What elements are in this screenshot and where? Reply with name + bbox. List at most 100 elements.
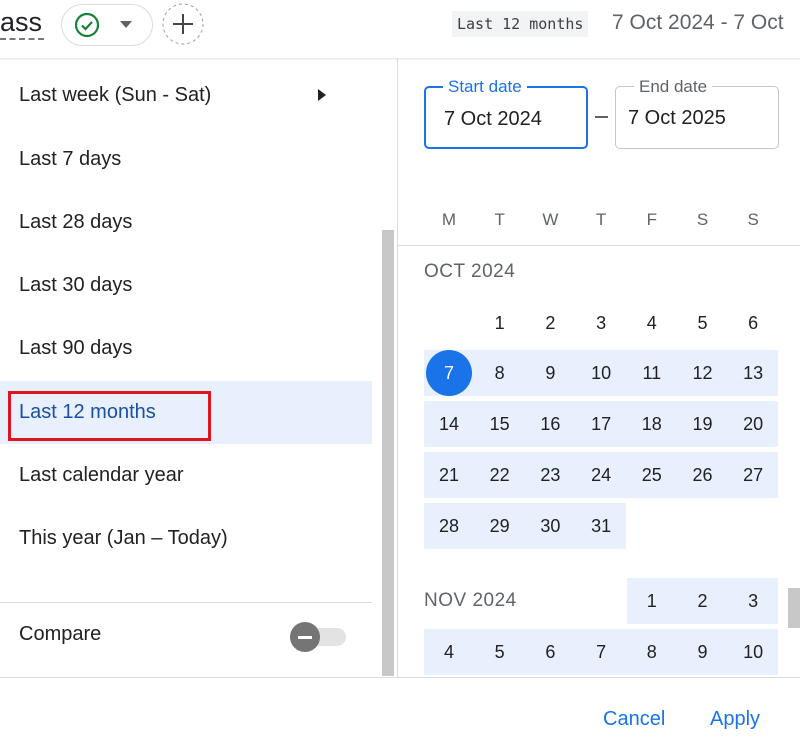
- weekday-label: W: [542, 210, 559, 229]
- report-title: ass: [0, 6, 45, 40]
- day-cell[interactable]: 24: [591, 464, 612, 485]
- month-label: OCT 2024: [424, 261, 516, 282]
- preset-chip: Last 12 months: [452, 11, 589, 37]
- range-band: [626, 578, 779, 625]
- compare-label: Compare: [19, 623, 102, 645]
- highlight-box: [8, 390, 211, 441]
- toggle-knob: [290, 622, 320, 652]
- preset-item[interactable]: Last 12 months: [0, 380, 372, 444]
- preset-label: Last 12 months: [19, 400, 156, 423]
- day-cell[interactable]: 27: [743, 464, 764, 485]
- check-icon: [74, 12, 100, 38]
- day-cell[interactable]: 28: [438, 515, 460, 536]
- preset-item[interactable]: Last 7 days: [0, 128, 372, 191]
- range-band: [424, 628, 779, 675]
- apply-button[interactable]: Apply: [710, 708, 761, 730]
- end-date-value: 7 Oct 2025: [628, 107, 726, 129]
- day-cell[interactable]: 30: [540, 515, 561, 536]
- day-cell[interactable]: 17: [591, 414, 612, 435]
- day-cell[interactable]: 19: [692, 414, 713, 435]
- day-cell[interactable]: 13: [743, 363, 764, 384]
- day-cell[interactable]: 8: [494, 363, 505, 384]
- preset-label: Last 90 days: [19, 337, 133, 360]
- scrollbar-thumb[interactable]: [382, 230, 394, 676]
- day-cell[interactable]: 10: [591, 363, 612, 384]
- month-label: NOV 2024: [424, 590, 517, 612]
- day-cell[interactable]: 7: [596, 641, 607, 662]
- preset-item[interactable]: Last 28 days: [0, 191, 372, 254]
- scrollbar-thumb[interactable]: [788, 588, 800, 628]
- day-cell[interactable]: 15: [489, 414, 510, 435]
- preset-label: This year (Jan – Today): [19, 527, 228, 549]
- day-cell[interactable]: 9: [545, 363, 556, 384]
- range-band: [424, 401, 779, 448]
- preset-label: Last 28 days: [19, 210, 133, 233]
- preset-list: This week (Sun - Today)Last week (Sun - …: [0, 0, 372, 602]
- day-cell[interactable]: 3: [596, 312, 607, 333]
- day-cell[interactable]: 9: [697, 641, 708, 662]
- day-cell[interactable]: 31: [591, 515, 612, 536]
- divider: [0, 677, 800, 678]
- range-dash: [595, 116, 608, 118]
- day-cell[interactable]: 12: [692, 363, 713, 384]
- toggle-icon: [298, 636, 312, 639]
- top-bar: ass Last 12 months 7 Oct 2024 - 7 Oct: [0, 0, 800, 58]
- day-cell[interactable]: 6: [545, 641, 556, 662]
- day-cell[interactable]: 1: [646, 591, 657, 612]
- divider: [0, 602, 372, 603]
- cancel-button[interactable]: Cancel: [603, 708, 666, 730]
- day-cell[interactable]: 6: [748, 312, 759, 333]
- selected-day-circle: [426, 350, 472, 397]
- divider: [397, 58, 398, 678]
- day-cell[interactable]: 2: [697, 591, 708, 612]
- preset-label: Last 30 days: [19, 274, 133, 296]
- day-cell[interactable]: 26: [692, 464, 713, 485]
- range-band: [424, 502, 627, 549]
- day-cell[interactable]: 25: [641, 464, 662, 485]
- weekday-label: T: [494, 210, 505, 229]
- day-cell[interactable]: 1: [494, 312, 505, 333]
- day-cell[interactable]: 23: [540, 464, 561, 485]
- compare-toggle[interactable]: [290, 622, 346, 652]
- day-cell[interactable]: 5: [697, 312, 708, 333]
- weekday-label: M: [441, 210, 457, 229]
- day-cell[interactable]: 18: [641, 414, 662, 435]
- preset-item[interactable]: Last 30 days: [0, 254, 372, 317]
- day-cell[interactable]: 20: [743, 414, 764, 435]
- day-cell[interactable]: 29: [489, 515, 510, 536]
- day-cell[interactable]: 16: [540, 414, 561, 435]
- start-date-value: 7 Oct 2024: [444, 108, 542, 130]
- range-band: [424, 451, 779, 498]
- day-cell[interactable]: 3: [748, 591, 759, 612]
- day-cell[interactable]: 7: [443, 363, 454, 384]
- day-cell[interactable]: 10: [743, 641, 764, 662]
- add-button[interactable]: [161, 2, 205, 46]
- preset-item[interactable]: This year (Jan – Today): [0, 507, 372, 570]
- day-cell[interactable]: 11: [642, 363, 662, 384]
- day-cell[interactable]: 22: [489, 464, 510, 485]
- day-cell[interactable]: 4: [443, 641, 454, 662]
- preset-label: Last 7 days: [19, 147, 122, 170]
- day-cell[interactable]: 4: [646, 312, 657, 333]
- day-cell[interactable]: 14: [438, 414, 460, 435]
- day-cell[interactable]: 2: [545, 312, 556, 333]
- preset-item[interactable]: Last week (Sun - Sat): [0, 64, 372, 127]
- range-text: 7 Oct 2024 - 7 Oct: [612, 11, 784, 34]
- submenu-arrow: [318, 89, 326, 102]
- range-band: [424, 350, 779, 397]
- preset-item[interactable]: Last 90 days: [0, 317, 372, 380]
- divider: [398, 245, 800, 246]
- preset-label: Last week (Sun - Sat): [19, 84, 212, 107]
- end-date-label: End date: [634, 77, 713, 97]
- day-cell[interactable]: 8: [646, 641, 657, 662]
- day-cell[interactable]: 21: [438, 464, 460, 485]
- weekday-label: T: [595, 210, 607, 229]
- start-date-label: Start date: [443, 77, 527, 97]
- weekday-label: S: [747, 210, 759, 229]
- caret-icon: [120, 21, 132, 28]
- weekday-label: F: [646, 210, 657, 229]
- preset-item[interactable]: Last calendar year: [0, 444, 372, 507]
- status-chip[interactable]: [61, 4, 153, 46]
- day-cell[interactable]: 5: [494, 641, 505, 662]
